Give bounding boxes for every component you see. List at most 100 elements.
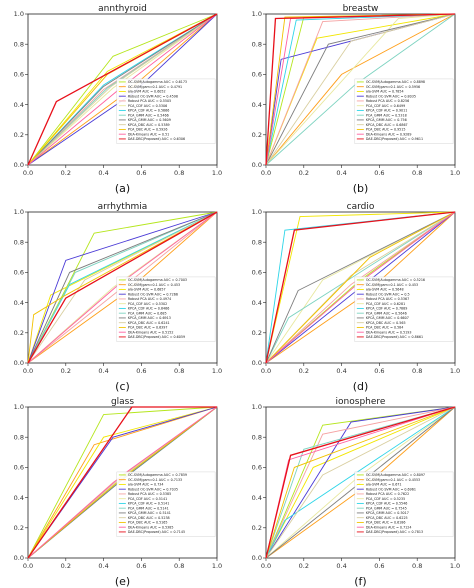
- roc-panel-annthyroid: annthyroid 0.00.0 0.2 0.2 0.4 0.4 0.6 0.6 0.8 0.8…: [14, 4, 223, 195]
- x-tick-label: 0.0: [23, 367, 33, 375]
- legend-label: PCA_GMM AUC = 0.5466: [128, 113, 169, 117]
- roc-curve-9: [27, 13, 218, 166]
- legend-label: DEA-Kmeans AUC = 0.5193: [366, 330, 412, 334]
- x-tick-label: 0.8: [412, 367, 422, 375]
- legend-label: OC-SVM(Autogamma AUC = 0.7003: [128, 278, 187, 282]
- y-tick-label: 0.6: [252, 71, 262, 79]
- legend-box: [116, 276, 216, 342]
- roc-curve-3: [27, 211, 218, 364]
- legend-label: ala-SVM AUC = 0.734: [128, 483, 164, 487]
- y-tick-label: 0.8: [14, 433, 24, 441]
- roc-curve-10: [265, 406, 456, 559]
- x-tick-label: 0.0: [261, 169, 271, 177]
- legend-label: PCA_GMM AUC = 0.7545: [366, 506, 407, 510]
- x-tick-label: 0.8: [174, 169, 184, 177]
- panel-title: breastw: [343, 4, 379, 14]
- legend-label: DAE-DBC(Proposed) AUC = 0.6059: [128, 335, 185, 339]
- roc-curve-12: [27, 13, 218, 166]
- legend-label: Robust PCA AUC = 0.7622: [366, 492, 409, 496]
- panel-title: annthyroid: [98, 4, 147, 14]
- roc-curve-9: [265, 406, 456, 559]
- legend-label: PCA_GMM AUC = 0.5141: [128, 506, 169, 510]
- roc-curve-12: [265, 211, 456, 364]
- legend-label: Robust OC-SVM AUC = 0.8035: [366, 94, 416, 98]
- y-tick-label: 0.4: [252, 101, 262, 109]
- roc-curve-5: [265, 211, 456, 364]
- x-tick-label: 0.2: [299, 367, 309, 375]
- y-tick-label: 0.0: [14, 554, 24, 562]
- x-tick-label: 0.2: [299, 169, 309, 177]
- x-tick-label: 0.4: [336, 169, 346, 177]
- y-tick-label: 0.6: [14, 269, 24, 277]
- panel-caption: (e): [115, 575, 130, 588]
- y-tick-label: 0.2: [252, 329, 262, 337]
- legend-label: ala-SVM AUC = 0.6052: [128, 90, 166, 94]
- legend-label: KPCA_GMM AUC = 0.5017: [366, 511, 409, 515]
- roc-curve-12: [265, 406, 456, 559]
- legend-box: [354, 78, 454, 144]
- y-tick-label: 0.0: [252, 554, 262, 562]
- legend-label: ala-SVM AUC = 0.5648: [366, 288, 404, 292]
- legend-label: Robust PCA AUC = 0.5367: [366, 297, 409, 301]
- legend-label: KPCA_DBC AUC = 0.6867: [366, 123, 408, 127]
- legend-label: Robust PCA AUC = 0.5505: [128, 99, 171, 103]
- y-tick-label: 1.0: [14, 403, 24, 411]
- roc-curve-9: [265, 13, 456, 166]
- roc-curve-4: [265, 13, 456, 166]
- legend-label: ala-SVM AUC = 0.7854: [366, 90, 404, 94]
- legend-label: DEA-Kmeans AUC = 0.5385: [128, 525, 174, 529]
- legend-label: Robust OC-SVM AUC = 0.4598: [128, 94, 178, 98]
- y-tick-label: 0.4: [252, 494, 262, 502]
- roc-curve-10: [265, 211, 456, 364]
- x-tick-label: 0.0: [23, 562, 33, 570]
- y-tick-label: 0.0: [252, 161, 262, 169]
- legend-label: DEA-Kmeans AUC = 0.51: [128, 132, 169, 136]
- roc-panel-glass: glass 0.00.0 0.2 0.2 0.4 0.4 0.6 0.6 0.8 0.8 1.0 1.…: [14, 397, 223, 588]
- legend-label: ala-SVM AUC = 0.671: [366, 483, 402, 487]
- y-tick-label: 0.8: [252, 238, 262, 246]
- legend-label: PCA_CDF AUC = 0.6499: [366, 104, 405, 108]
- y-tick-label: 0.8: [252, 433, 262, 441]
- legend-label: OC-SVM(gam=0.1 AUC = 0.4553: [366, 478, 420, 482]
- panel-title: ionosphere: [336, 397, 386, 407]
- roc-curve-0: [27, 406, 218, 559]
- x-tick-label: 0.6: [136, 169, 146, 177]
- legend-label: KPCA_CDF AUC = 0.5666: [128, 109, 170, 113]
- y-tick-label: 0.4: [14, 101, 24, 109]
- legend-label: OC-SVM(Autogamma AUC = 0.5216: [366, 278, 425, 282]
- y-tick-label: 0.8: [14, 238, 24, 246]
- legend-label: OC-SVM(Autogamma AUC = 0.6173: [128, 80, 187, 84]
- legend-label: KPCA_CDF AUC = 0.5546: [366, 502, 408, 506]
- y-tick-label: 0.0: [14, 359, 24, 367]
- legend-label: DAE-DBC(Proposed) AUC = 0.9611: [366, 137, 423, 141]
- y-tick-label: 0.6: [14, 464, 24, 472]
- legend-label: PCA_CDF AUC = 0.5141: [128, 497, 167, 501]
- legend-label: Robust OC-SVM AUC = 0.7035: [128, 487, 178, 491]
- x-tick-label: 0.6: [136, 562, 146, 570]
- legend-label: DEA-Kmeans AUC = 0.5152: [128, 330, 174, 334]
- y-tick-label: 0.2: [252, 131, 262, 139]
- roc-panel-arrhythmia: arrhythmia 0.00.0 0.2 0.2 0.4 0.4 0.6 0.6 0.8 0.8…: [14, 202, 223, 393]
- y-tick-label: 0.2: [14, 329, 24, 337]
- legend-label: KPCA_DBC AUC = 0.5389: [128, 123, 170, 127]
- legend-label: KPCA_GMM AUC = 0.756: [366, 118, 407, 122]
- y-tick-label: 0.6: [252, 269, 262, 277]
- roc-curve-5: [265, 13, 456, 166]
- legend-label: OC-SVM(gam=0.1 AUC = 0.4791: [128, 85, 182, 89]
- legend-label: OC-SVM(gam=0.1 AUC = 0.5956: [366, 85, 420, 89]
- y-tick-label: 0.0: [252, 359, 262, 367]
- roc-curve-8: [27, 211, 218, 364]
- legend-label: KPCA_GMM AUC = 0.6913: [128, 316, 171, 320]
- legend-label: PCA_DBC AUC = 0.5165: [128, 521, 168, 525]
- legend-box: [116, 471, 216, 537]
- roc-curve-4: [265, 211, 456, 364]
- legend-label: PCA_GMM AUC = 0.5318: [366, 113, 407, 117]
- x-tick-label: 1.0: [450, 367, 460, 375]
- y-tick-label: 0.2: [14, 131, 24, 139]
- legend-label: Robust OC-SVM AUC = 0.7266: [128, 292, 178, 296]
- roc-curve-6: [265, 406, 456, 559]
- legend-label: DAE-DBC(Proposed) AUC = 0.8661: [366, 335, 423, 339]
- roc-curve-0: [27, 13, 218, 166]
- x-tick-label: 0.8: [174, 562, 184, 570]
